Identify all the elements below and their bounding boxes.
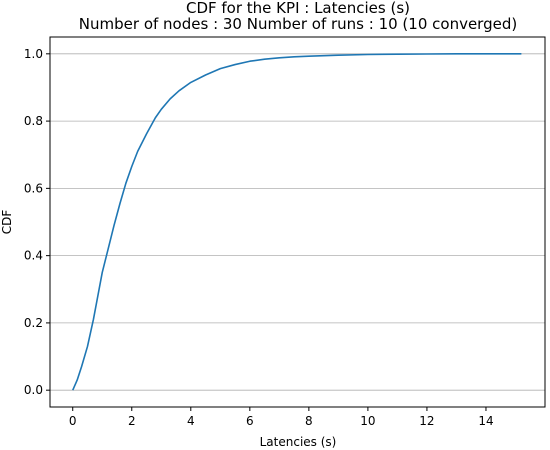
x-tick-label: 4 (187, 414, 195, 428)
grid-layer (50, 53, 545, 391)
x-tick-label: 8 (305, 414, 313, 428)
x-axis-label: Latencies (s) (260, 435, 337, 449)
y-tick-label: 0.2 (24, 316, 43, 330)
x-tick-label: 12 (419, 414, 434, 428)
x-tick-label: 2 (128, 414, 136, 428)
y-tick-label: 0.0 (24, 383, 43, 397)
chart-subtitle: Number of nodes : 30 Number of runs : 10… (79, 15, 517, 33)
x-tick-label: 0 (69, 414, 77, 428)
y-tick-label: 1.0 (24, 47, 43, 61)
chart-title: CDF for the KPI : Latencies (s) (186, 0, 410, 17)
plot-frame (49, 36, 546, 408)
y-axis-label: CDF (0, 210, 14, 235)
ticks-layer: 0.0 0.2 0.4 0.6 0.8 1.0 0 2 4 6 8 10 12 14 (24, 47, 494, 428)
cdf-line (71, 53, 522, 391)
x-tick-label: 10 (360, 414, 375, 428)
y-tick-label: 0.8 (24, 114, 43, 128)
x-tick-label: 6 (246, 414, 254, 428)
y-tick-label: 0.4 (24, 249, 43, 263)
series-layer (71, 53, 522, 391)
y-tick-label: 0.6 (24, 181, 43, 195)
x-tick-label: 14 (478, 414, 493, 428)
